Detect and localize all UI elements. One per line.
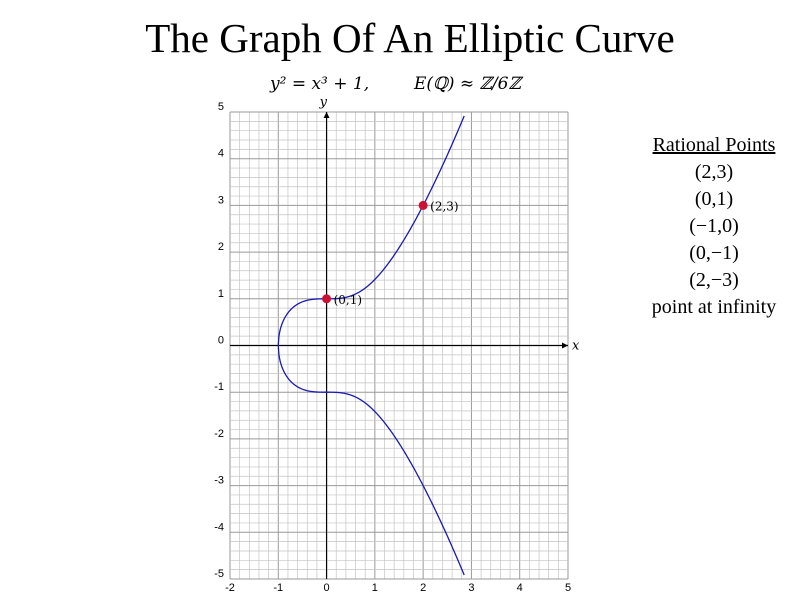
y-tick-label: -3 — [214, 475, 224, 487]
x-tick-label: 5 — [565, 582, 571, 594]
group-structure: E(ℚ) ≈ ℤ/6ℤ — [414, 74, 521, 94]
rational-points-heading: Rational Points — [652, 134, 776, 156]
rational-point: (0,−1) — [689, 242, 739, 264]
y-tick-label: -5 — [214, 568, 224, 580]
rational-point-marker — [322, 294, 332, 304]
y-tick-label: -4 — [214, 521, 224, 533]
x-tick-label: 1 — [372, 582, 378, 594]
x-tick-label: 0 — [324, 582, 330, 594]
y-axis-label: y — [319, 95, 328, 110]
curve-equation: y² = x³ + 1, — [270, 74, 370, 94]
y-tick-label: -2 — [214, 428, 224, 440]
rational-point-label: (2,3) — [430, 199, 458, 213]
y-tick-label: 2 — [218, 241, 224, 253]
x-tick-label: -1 — [273, 582, 283, 594]
rational-point: (0,1) — [694, 188, 734, 210]
y-axis-arrow — [323, 112, 330, 118]
rational-points-panel: Rational Points (2,3) (0,1) (−1,0) (0,−1… — [633, 132, 795, 321]
x-axis-label: x — [572, 339, 580, 354]
x-tick-label: 2 — [420, 582, 426, 594]
x-tick-label: 3 — [468, 582, 474, 594]
x-tick-label: 4 — [517, 582, 523, 594]
y-tick-label: 0 — [218, 335, 224, 347]
page-title: The Graph Of An Elliptic Curve — [145, 15, 675, 61]
y-tick-label: 5 — [218, 101, 224, 113]
rational-point: (2,−3) — [689, 269, 739, 291]
rational-point-marker — [418, 200, 428, 210]
rational-point: (−1,0) — [689, 215, 739, 237]
y-tick-label: 1 — [218, 288, 224, 300]
rational-point: (2,3) — [694, 161, 734, 183]
rational-point-label: (0,1) — [334, 293, 362, 307]
elliptic-curve-line — [277, 115, 465, 576]
y-tick-label: 3 — [218, 194, 224, 206]
x-axis-arrow — [562, 342, 568, 349]
y-tick-label: 4 — [218, 148, 224, 160]
x-tick-label: -2 — [225, 582, 235, 594]
rational-point: point at infinity — [651, 296, 777, 318]
y-tick-label: -1 — [214, 381, 224, 393]
